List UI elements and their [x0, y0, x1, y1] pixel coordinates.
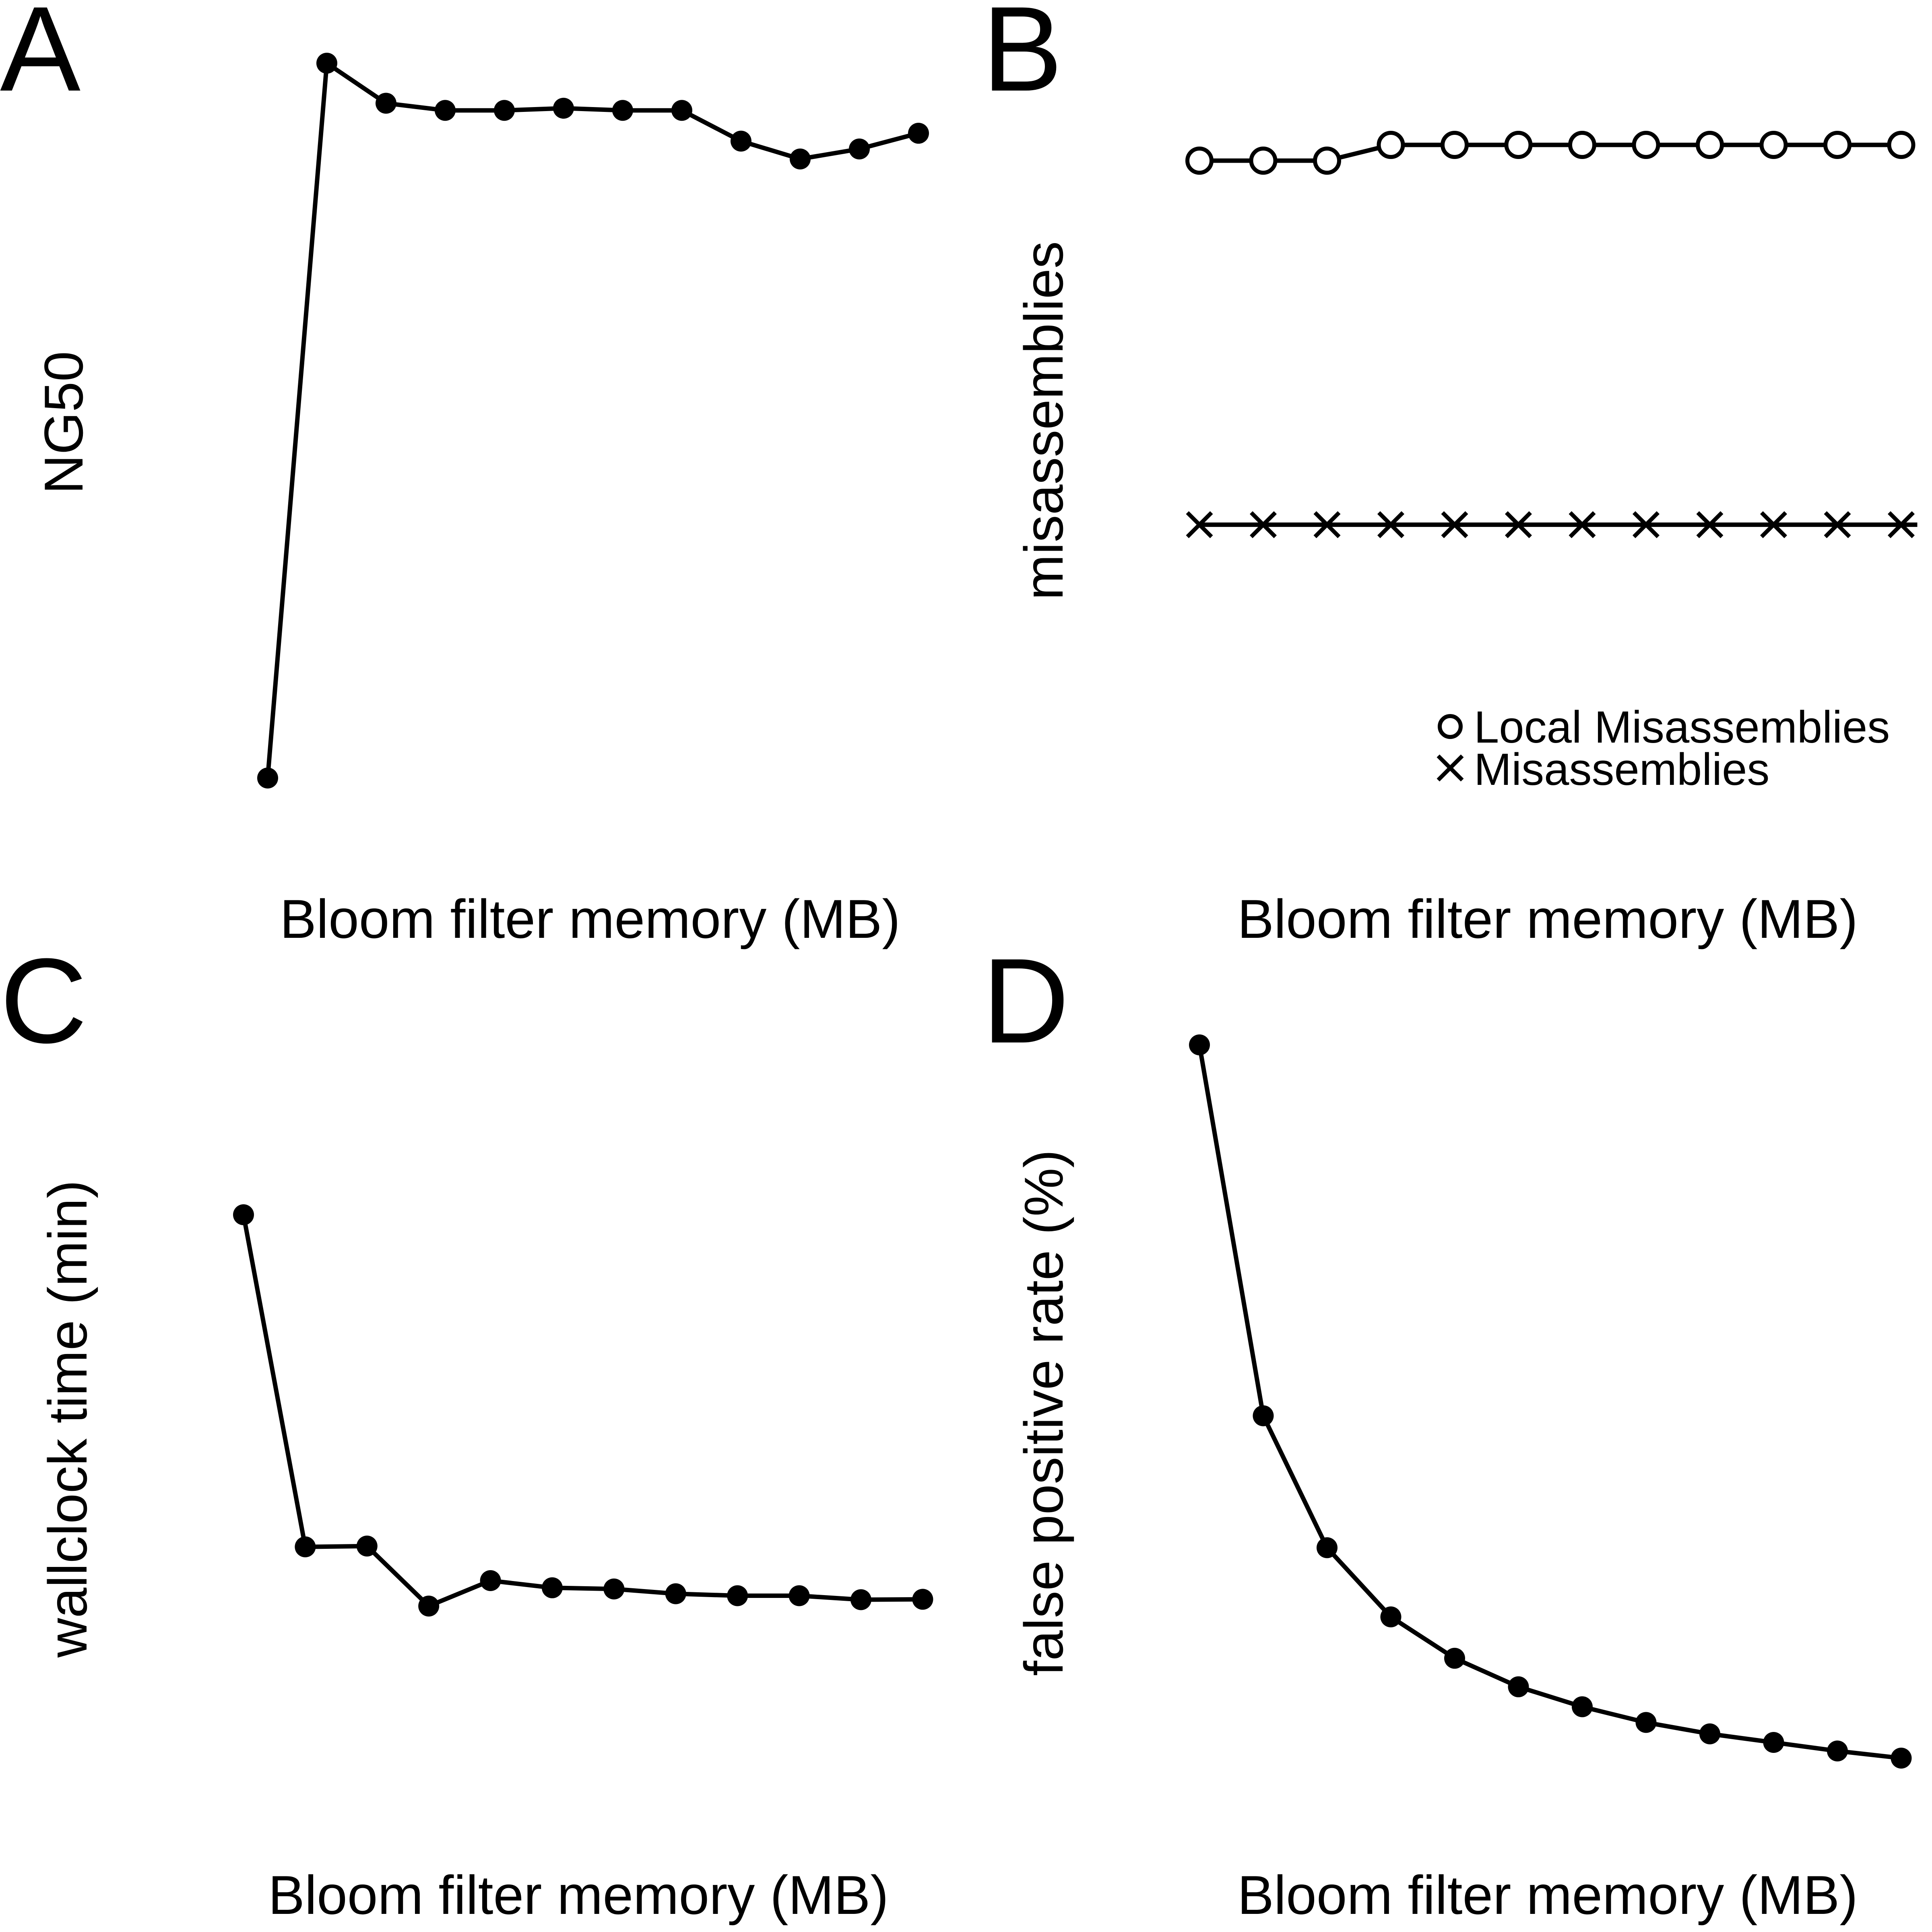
- panel-b-series-1-point-0: [1186, 511, 1213, 539]
- panel-a-series-0-point-3: [435, 100, 456, 121]
- panel-a-series-0-point-10: [849, 138, 870, 160]
- panel-b-series-1-point-4: [1441, 511, 1468, 539]
- panel-b-letter: B: [982, 0, 1063, 116]
- panel-d-ylabel: false positive rate (%): [1013, 1150, 1074, 1676]
- panel-a-letter: A: [0, 0, 81, 116]
- panel-a-plot: [257, 53, 929, 788]
- panel-d-series-0-point-0: [1189, 1034, 1210, 1055]
- panel-c-series-0-point-9: [788, 1585, 810, 1606]
- panel-b-series-0-point-4: [1441, 131, 1469, 159]
- panel-a-series-0-point-7: [671, 100, 692, 121]
- panel-d-series-0-point-5: [1508, 1676, 1529, 1697]
- panel-a-series-0-point-1: [316, 53, 337, 74]
- panel-b: B misassemblies Bloom filter memory (MB)…: [982, 0, 1918, 949]
- panel-a-series-0-point-5: [553, 97, 574, 119]
- panel-d-letter: D: [982, 933, 1069, 1068]
- panel-a-series-0-point-2: [376, 93, 396, 114]
- panel-c-series-0-point-1: [295, 1536, 316, 1558]
- panel-c-series-0-point-10: [850, 1589, 871, 1610]
- panel-a-ylabel: NG50: [33, 351, 94, 494]
- panel-a-series-0-point-8: [731, 130, 751, 152]
- panel-c-ylabel: wallclock time (min): [37, 1180, 98, 1658]
- panel-b-series-0-point-5: [1504, 131, 1533, 159]
- panel-c-plot: [233, 1204, 933, 1617]
- panel-b-series-0-point-2: [1313, 147, 1341, 175]
- panel-b-series-1-point-7: [1632, 511, 1660, 539]
- panel-d-series-0-point-9: [1763, 1732, 1784, 1753]
- panel-d-plot: [1189, 1034, 1912, 1769]
- panel-a: A NG50 Bloom filter memory (MB): [0, 0, 929, 949]
- legend-open-circle-marker: [1438, 714, 1463, 739]
- panel-b-series-0-point-11: [1887, 131, 1915, 159]
- legend-label-local-misassemblies: Local Misassemblies: [1474, 702, 1890, 752]
- panel-d-series-0-point-6: [1572, 1696, 1593, 1717]
- panel-b-series-1-point-8: [1696, 511, 1724, 539]
- panel-a-series-0-point-4: [494, 100, 515, 121]
- panel-a-series-0-line: [265, 61, 919, 778]
- panel-d-series-0-point-1: [1253, 1405, 1274, 1426]
- panel-b-series-1-point-2: [1313, 511, 1341, 539]
- panel-b-series-1-point-10: [1824, 511, 1851, 539]
- panel-c-series-0-point-6: [603, 1578, 625, 1600]
- panel-a-series-0-point-6: [612, 100, 633, 121]
- panel-c-series-0-point-4: [480, 1570, 501, 1591]
- panel-a-series-0-point-0: [257, 768, 278, 788]
- panel-c-xlabel: Bloom filter memory (MB): [268, 1864, 889, 1926]
- panel-a-series-0-point-9: [790, 148, 811, 169]
- panel-c-series-0-point-8: [727, 1585, 748, 1606]
- panel-c-series-0-line: [241, 1214, 923, 1608]
- panel-b-series-1-point-5: [1505, 511, 1532, 539]
- panel-a-series-0-point-11: [908, 123, 929, 144]
- panel-b-series-0-point-1: [1249, 147, 1278, 175]
- panel-b-series-0-point-8: [1696, 131, 1724, 159]
- panel-d-series-0-point-10: [1827, 1740, 1848, 1762]
- panel-d-series-0-point-3: [1380, 1606, 1402, 1628]
- panel-b-ylabel: misassemblies: [1013, 241, 1074, 600]
- panel-c-series-0-point-5: [542, 1577, 563, 1598]
- panel-c-series-0-point-7: [665, 1583, 686, 1604]
- panel-b-series-0-point-3: [1377, 131, 1405, 159]
- panel-c-series-0-point-0: [233, 1204, 254, 1225]
- legend-cross-marker: [1437, 754, 1464, 782]
- panel-c-letter: C: [0, 933, 87, 1068]
- panel-c-series-0-point-2: [356, 1536, 378, 1557]
- panel-d-series-0-point-4: [1444, 1647, 1465, 1669]
- panel-d: D false positive rate (%) Bloom filter m…: [982, 933, 1912, 1926]
- legend-label-misassemblies: Misassemblies: [1474, 744, 1769, 795]
- panel-b-series-0-line: [1199, 142, 1901, 163]
- panel-b-series-1-point-11: [1887, 511, 1915, 539]
- panel-c-series-0-point-3: [418, 1596, 440, 1617]
- panel-b-series-1-point-1: [1249, 511, 1277, 539]
- panel-b-xlabel: Bloom filter memory (MB): [1237, 888, 1858, 949]
- panel-b-series-0-point-9: [1759, 131, 1788, 159]
- panel-b-series-0-point-0: [1185, 147, 1214, 175]
- panel-d-xlabel: Bloom filter memory (MB): [1237, 1864, 1858, 1926]
- panel-b-series-0-point-7: [1632, 131, 1660, 159]
- panel-d-series-0-point-2: [1317, 1537, 1338, 1558]
- panel-d-series-0-line: [1197, 1044, 1902, 1761]
- panel-b-plot: [1185, 131, 1918, 539]
- panel-b-series-0-point-6: [1568, 131, 1596, 159]
- panel-d-series-0-point-11: [1891, 1748, 1912, 1769]
- panel-b-series-1-point-6: [1569, 511, 1596, 539]
- panel-c-series-0-point-11: [912, 1589, 933, 1610]
- panel-b-legend: Local Misassemblies Misassemblies: [1437, 702, 1890, 795]
- panel-a-xlabel: Bloom filter memory (MB): [280, 888, 900, 949]
- panel-b-series-1-point-9: [1760, 511, 1788, 539]
- panel-b-series-1-point-3: [1377, 511, 1405, 539]
- panel-b-series-0-point-10: [1823, 131, 1852, 159]
- panel-d-series-0-point-8: [1699, 1723, 1720, 1744]
- panel-d-series-0-point-7: [1635, 1712, 1657, 1733]
- panel-c: C wallclock time (min) Bloom filter memo…: [0, 933, 933, 1926]
